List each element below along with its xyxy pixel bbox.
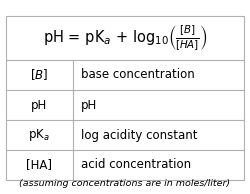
Text: $[B]$: $[B]$ [30, 68, 48, 82]
Text: log acidity constant: log acidity constant [81, 128, 197, 141]
Text: acid concentration: acid concentration [81, 158, 191, 171]
Text: (assuming concentrations are in moles/liter): (assuming concentrations are in moles/li… [20, 179, 231, 188]
Text: base concentration: base concentration [81, 68, 194, 81]
Text: pH: pH [31, 99, 48, 112]
Text: pH = pK$_a$ + log$_{10}$$\left(\frac{[B]}{[HA]}\right)$: pH = pK$_a$ + log$_{10}$$\left(\frac{[B]… [42, 23, 207, 53]
Text: [HA]: [HA] [26, 158, 52, 171]
Bar [6, 16, 244, 180]
Text: pK$_a$: pK$_a$ [28, 127, 50, 143]
Text: pH: pH [81, 99, 97, 112]
